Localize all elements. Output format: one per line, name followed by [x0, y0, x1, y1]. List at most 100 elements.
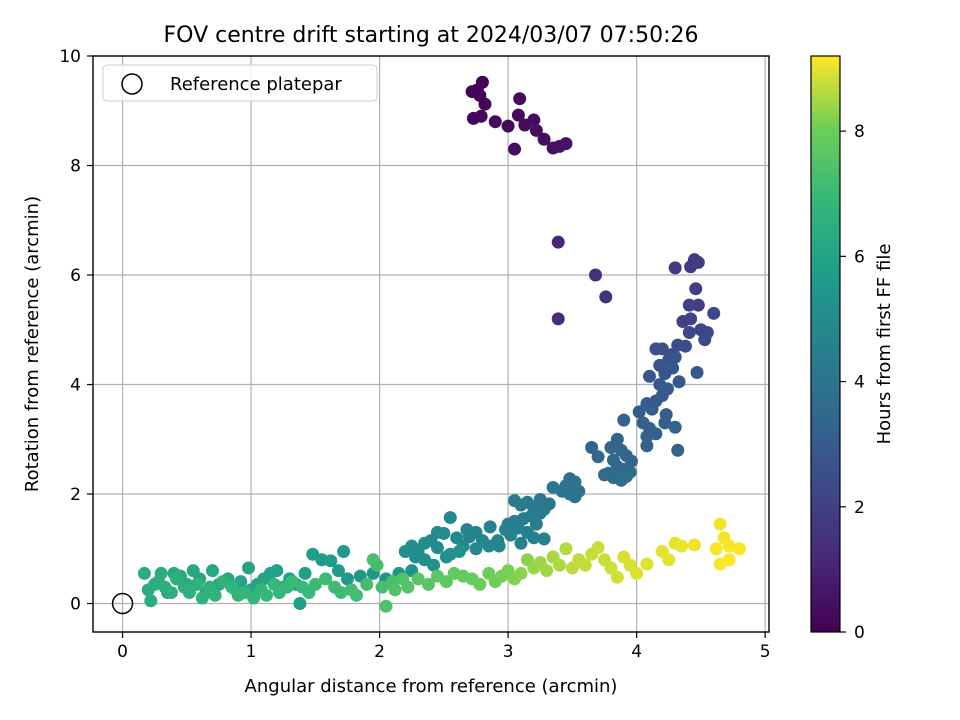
data-point: [668, 420, 682, 434]
data-point: [206, 564, 220, 578]
colorbar-ticks: 0 2 4 6 8: [840, 122, 865, 643]
data-point: [597, 468, 611, 482]
data-point: [691, 298, 705, 312]
data-point: [537, 532, 551, 546]
data-point: [610, 570, 624, 584]
data-point: [722, 553, 736, 567]
data-point: [668, 350, 682, 364]
data-point: [360, 577, 374, 591]
data-point: [645, 402, 659, 416]
data-point: [691, 255, 705, 269]
data-point: [559, 137, 573, 151]
data-point: [482, 539, 496, 553]
data-point: [732, 542, 746, 556]
data-point: [662, 553, 676, 567]
data-point: [499, 523, 513, 537]
y-axis-ticks: 0 2 4 6 8 10: [59, 47, 93, 615]
data-point: [630, 566, 644, 580]
legend-box: [102, 64, 378, 102]
data-point: [698, 333, 712, 347]
data-point: [474, 109, 488, 123]
reference-platepar-marker: [111, 592, 134, 615]
data-point: [190, 577, 204, 591]
x-tick-label: 1: [246, 642, 257, 662]
colorbar-tick-label: 2: [854, 498, 865, 518]
data-point: [308, 577, 322, 591]
data-point: [551, 312, 565, 326]
legend: Reference platepar: [102, 64, 378, 102]
data-point: [427, 558, 441, 572]
data-point: [388, 583, 402, 597]
data-point: [668, 261, 682, 275]
data-point: [259, 588, 273, 602]
data-point: [170, 572, 184, 586]
data-point: [475, 75, 489, 89]
data-point: [640, 430, 654, 444]
colorbar-tick-label: 0: [854, 623, 865, 643]
data-point: [285, 575, 299, 589]
y-tick-label: 6: [70, 266, 81, 286]
data-point: [527, 113, 541, 127]
data-point: [478, 97, 492, 111]
data-point: [319, 572, 333, 586]
data-point: [709, 542, 723, 556]
data-point: [379, 599, 393, 613]
data-point: [463, 530, 477, 544]
data-point: [553, 558, 567, 572]
data-point: [421, 577, 435, 591]
data-point: [655, 342, 669, 356]
colorbar-tick-label: 8: [854, 122, 865, 142]
data-point: [242, 561, 256, 575]
data-point: [617, 413, 631, 427]
data-point: [682, 326, 696, 340]
data-point: [443, 547, 457, 561]
data-point: [537, 132, 551, 146]
data-point: [684, 312, 698, 326]
data-point: [640, 439, 654, 453]
data-point: [366, 553, 380, 567]
data-point: [514, 498, 528, 512]
data-point: [375, 580, 389, 594]
plot-frame: [92, 55, 770, 633]
data-point: [568, 490, 582, 504]
x-tick-label: 2: [374, 642, 385, 662]
data-point: [666, 361, 680, 375]
data-point: [208, 588, 222, 602]
data-point: [551, 235, 565, 249]
data-point: [195, 591, 209, 605]
data-point: [675, 539, 689, 553]
data-point: [501, 119, 515, 133]
y-axis-label: Rotation from reference (arcmin): [22, 196, 43, 492]
data-point: [186, 564, 200, 578]
data-point: [619, 470, 633, 484]
data-point: [599, 290, 613, 304]
data-point: [334, 586, 348, 600]
chart-title: FOV centre drift starting at 2024/03/07 …: [164, 23, 699, 48]
data-point: [687, 538, 701, 552]
data-point: [529, 517, 543, 531]
x-axis-label: Angular distance from reference (arcmin): [245, 676, 618, 697]
data-point: [164, 586, 178, 600]
y-tick-label: 8: [70, 157, 81, 177]
data-point: [559, 542, 573, 556]
data-point: [632, 405, 646, 419]
data-point: [483, 520, 497, 534]
data-point: [306, 547, 320, 561]
data-point: [682, 298, 696, 312]
data-point: [443, 511, 457, 525]
data-point: [349, 588, 363, 602]
data-point: [671, 443, 685, 457]
colorbar-gradient: [810, 55, 841, 633]
colorbar: 0 2 4 6 8 Hours from first FF file: [810, 55, 895, 643]
data-point: [624, 454, 638, 468]
data-point: [591, 541, 605, 555]
data-points: [111, 75, 746, 615]
data-point: [439, 575, 453, 589]
data-point: [137, 566, 151, 580]
data-point: [450, 531, 464, 545]
data-point: [411, 572, 425, 586]
data-point: [585, 440, 599, 454]
data-point: [430, 541, 444, 555]
data-point: [247, 591, 261, 605]
